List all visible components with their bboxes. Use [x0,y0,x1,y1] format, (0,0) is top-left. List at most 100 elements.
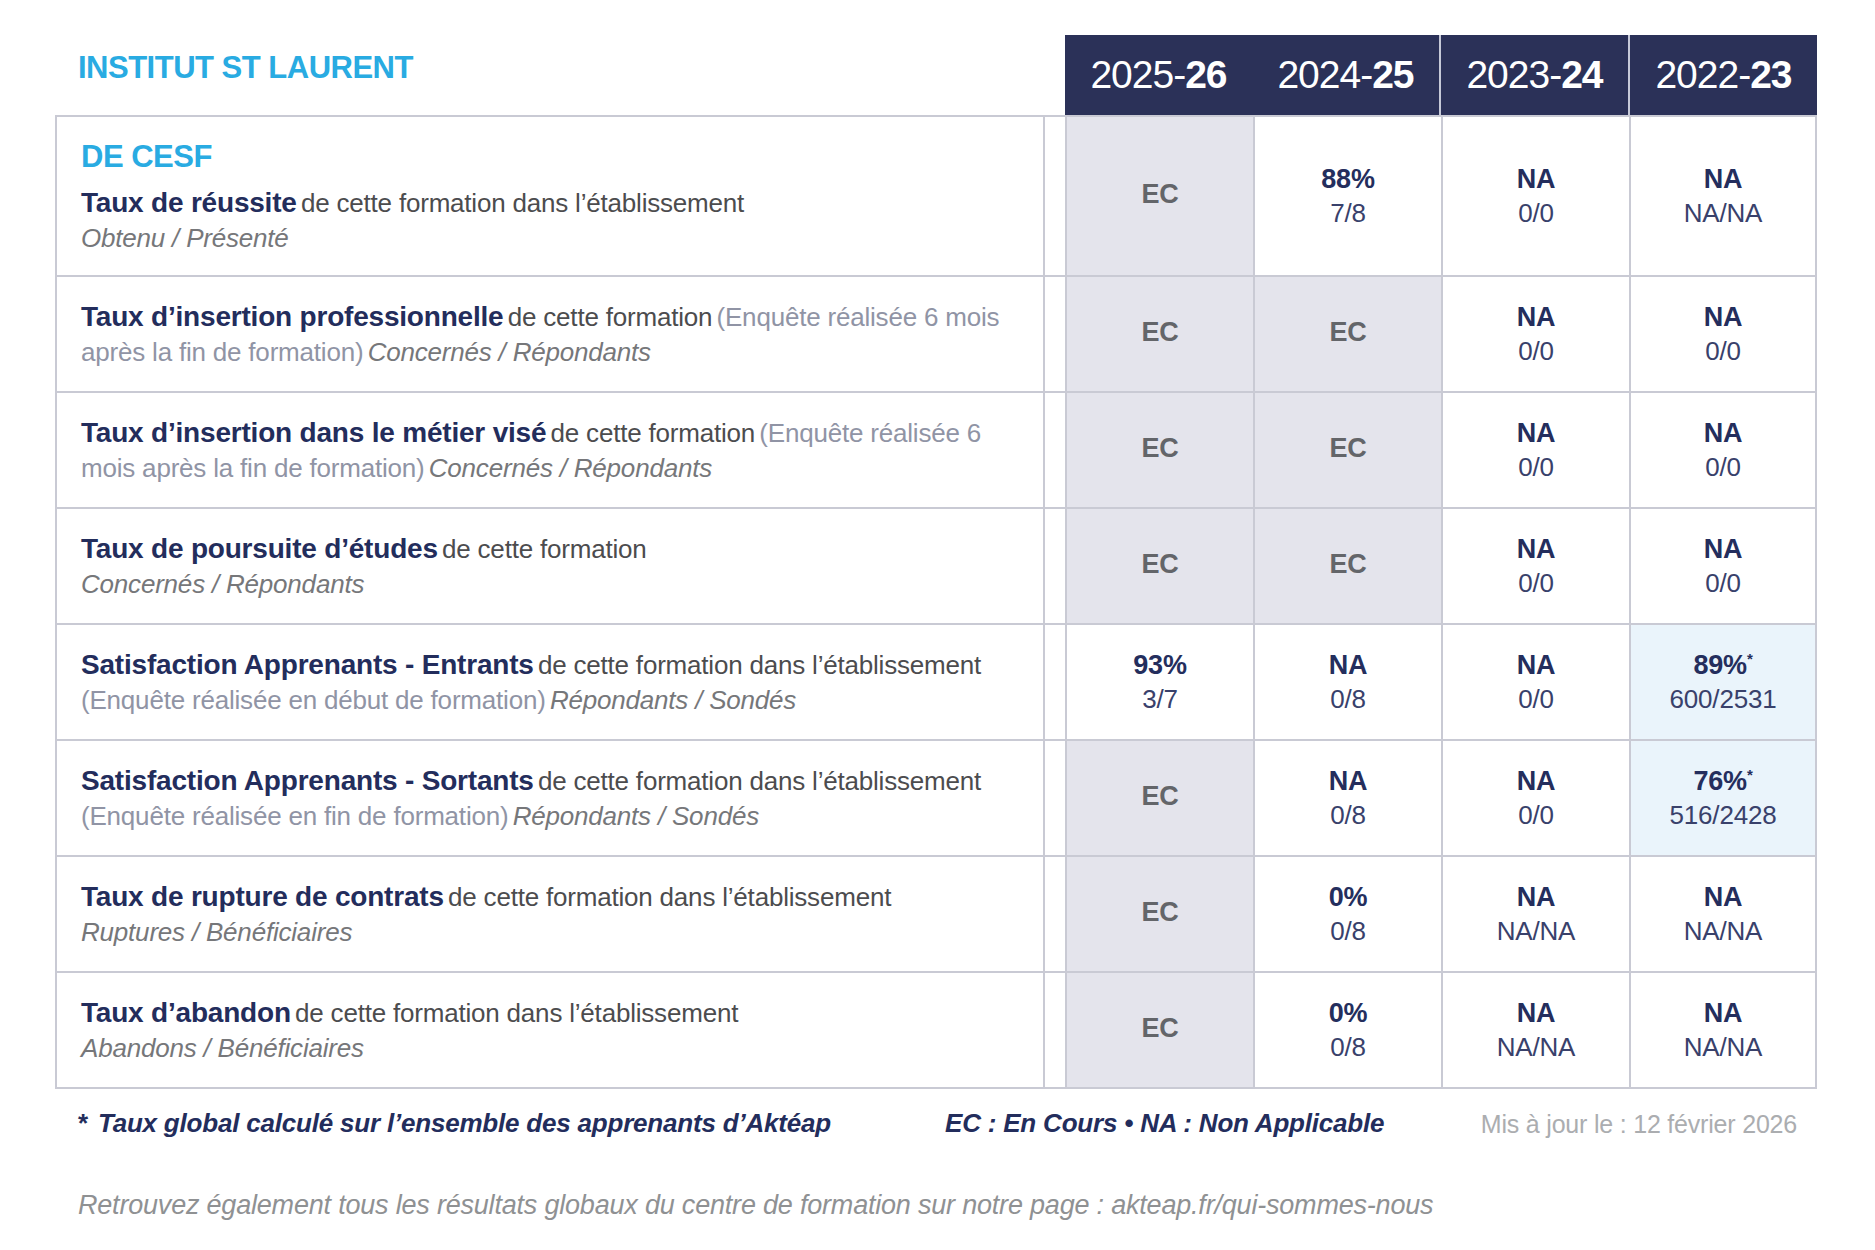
value-main: EC [1329,317,1366,348]
year-prefix: 2022- [1655,53,1750,97]
last-updated: Mis à jour le : 12 février 2026 [1481,1110,1797,1139]
value-cell: NA0/0 [1441,741,1629,855]
value-sub: 0/0 [1518,800,1554,831]
table-row: Taux d’insertion professionnelle de cett… [55,277,1817,393]
value-sub: 0/8 [1330,1032,1366,1063]
indicator-title: Taux de réussite [81,187,297,218]
column-gutter [1045,857,1065,971]
indicator-title: Taux de rupture de contrats [81,881,444,912]
indicator-description: de cette formation [551,418,756,448]
value-main: NA [1517,766,1556,797]
value-main: 0% [1329,998,1368,1029]
year-prefix: 2025- [1090,53,1185,97]
year-bold: 26 [1185,53,1226,97]
year-prefix: 2023- [1466,53,1561,97]
value-main: EC [1141,317,1178,348]
value-main: 0% [1329,882,1368,913]
table-row: Satisfaction Apprenants - Entrants de ce… [55,625,1817,741]
indicator-subtitle: Concernés / Répondants [368,337,651,367]
formation-heading: DE CESF [81,136,1013,178]
value-cell: 0%0/8 [1253,857,1441,971]
indicator-title: Taux d’abandon [81,997,291,1028]
value-cell: NANA/NA [1441,857,1629,971]
value-main: NA [1517,882,1556,913]
value-cell: NA0/0 [1441,509,1629,623]
value-main: NA [1329,766,1368,797]
value-cell: EC [1065,393,1253,507]
value-main: NA [1704,302,1743,333]
value-sub: NA/NA [1684,1032,1762,1063]
column-gutter [1045,117,1065,275]
indicator-survey-note: (Enquête réalisée en fin de formation) [81,801,508,831]
value-sub: 0/0 [1705,336,1741,367]
value-main: NA [1704,534,1743,565]
value-main: NA [1517,534,1556,565]
indicator-subtitle: Concernés / Répondants [81,567,1013,602]
value-main: 88% [1321,164,1374,195]
table-row: Taux de rupture de contrats de cette for… [55,857,1817,973]
year-column-2024-25: 2024-25 [1252,35,1439,115]
value-cell: NANA/NA [1629,117,1817,275]
value-cell: NA0/8 [1253,741,1441,855]
table-row: Satisfaction Apprenants - Sortants de ce… [55,741,1817,857]
footnote-legend: EC : En Cours • NA : Non Applicable [945,1108,1384,1139]
value-sub: 0/8 [1330,916,1366,947]
value-cell: NA0/0 [1629,509,1817,623]
value-sub: 0/0 [1518,568,1554,599]
value-sub: NA/NA [1497,916,1575,947]
institute-title: INSTITUT ST LAURENT [78,50,413,86]
row-title-line: Taux d’insertion dans le métier visé de … [81,414,1013,486]
value-main: EC [1141,781,1178,812]
value-main: NA [1329,650,1368,681]
value-cell: EC [1065,741,1253,855]
value-main: NA [1517,998,1556,1029]
value-cell: EC [1065,857,1253,971]
value-main: NA [1517,418,1556,449]
row-label: Satisfaction Apprenants - Entrants de ce… [55,625,1045,739]
value-cell: NA0/8 [1253,625,1441,739]
value-cell: EC [1253,393,1441,507]
indicator-subtitle: Répondants / Sondés [513,801,759,831]
value-cell: EC [1065,277,1253,391]
value-cell: NA0/0 [1441,393,1629,507]
row-title-line: Taux d’insertion professionnelle de cett… [81,298,1013,370]
value-main: 93% [1133,650,1186,681]
value-cell: NA0/0 [1441,625,1629,739]
value-sub: 0/0 [1518,684,1554,715]
row-label: Taux de rupture de contrats de cette for… [55,857,1045,971]
indicator-description: de cette formation dans l’établissement [295,998,738,1028]
column-gutter [1045,509,1065,623]
indicator-title: Satisfaction Apprenants - Entrants [81,649,534,680]
row-title-line: Satisfaction Apprenants - Entrants de ce… [81,646,1013,718]
row-label: Satisfaction Apprenants - Sortants de ce… [55,741,1045,855]
indicator-subtitle: Obtenu / Présenté [81,221,1013,256]
value-sub: NA/NA [1684,198,1762,229]
value-cell: 89%*600/2531 [1629,625,1817,739]
year-prefix: 2024- [1277,53,1372,97]
row-title-line: Taux de poursuite d’études de cette form… [81,530,1013,568]
value-sub: NA/NA [1684,916,1762,947]
value-main: EC [1141,179,1178,210]
value-sub: 0/0 [1518,336,1554,367]
value-sub: 0/8 [1330,684,1366,715]
asterisk-icon: * [78,1108,88,1138]
row-label: Taux d’insertion dans le métier visé de … [55,393,1045,507]
indicator-title: Taux de poursuite d’études [81,533,438,564]
value-sub: 0/0 [1705,568,1741,599]
value-main: NA [1517,302,1556,333]
year-bold: 25 [1372,53,1413,97]
year-column-2023-24: 2023-24 [1439,35,1628,115]
column-gutter [1045,393,1065,507]
row-title-line: Taux d’abandon de cette formation dans l… [81,994,1013,1032]
table-row: DE CESF Taux de réussite de cette format… [55,117,1817,277]
value-cell: NANA/NA [1441,973,1629,1087]
value-sub: 7/8 [1330,198,1366,229]
value-main: 89%* [1693,650,1752,681]
indicator-description: de cette formation dans l’établissement [301,188,744,218]
value-sub: 0/0 [1518,198,1554,229]
value-cell: NA0/0 [1629,393,1817,507]
value-main: NA [1704,418,1743,449]
value-cell: 93%3/7 [1065,625,1253,739]
year-bold: 23 [1750,53,1791,97]
row-title-line: Taux de rupture de contrats de cette for… [81,878,1013,916]
